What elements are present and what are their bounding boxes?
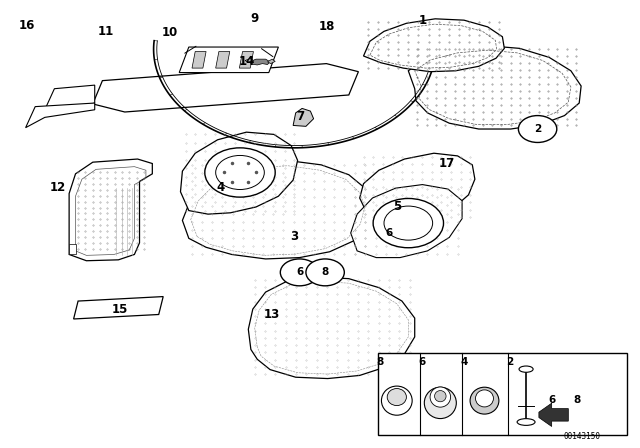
Text: 4: 4	[217, 181, 225, 194]
Text: 17: 17	[438, 157, 455, 170]
Circle shape	[280, 259, 319, 286]
Text: 3: 3	[291, 230, 298, 243]
Ellipse shape	[430, 387, 451, 407]
Polygon shape	[93, 64, 358, 112]
Ellipse shape	[476, 390, 493, 407]
Circle shape	[306, 259, 344, 286]
Circle shape	[384, 206, 433, 240]
Text: 8: 8	[321, 267, 329, 277]
Ellipse shape	[517, 418, 535, 426]
Polygon shape	[180, 132, 298, 214]
Polygon shape	[74, 297, 163, 319]
Ellipse shape	[387, 388, 406, 405]
Polygon shape	[179, 47, 278, 73]
Polygon shape	[408, 46, 581, 129]
Text: 9: 9	[251, 12, 259, 26]
Polygon shape	[182, 160, 372, 259]
Circle shape	[216, 155, 264, 190]
Polygon shape	[239, 52, 253, 68]
Polygon shape	[268, 59, 275, 64]
Polygon shape	[192, 52, 206, 68]
Text: 10: 10	[161, 26, 178, 39]
Text: 11: 11	[97, 25, 114, 38]
Ellipse shape	[470, 387, 499, 414]
Bar	[378, 353, 627, 435]
Ellipse shape	[424, 387, 456, 418]
Ellipse shape	[435, 391, 446, 402]
Ellipse shape	[519, 366, 533, 372]
Text: 12: 12	[49, 181, 66, 194]
Text: 8: 8	[573, 395, 581, 405]
Text: 2: 2	[506, 358, 514, 367]
Text: 18: 18	[318, 20, 335, 34]
Polygon shape	[360, 153, 475, 222]
Text: 14: 14	[238, 55, 255, 69]
Text: 16: 16	[19, 19, 35, 33]
Polygon shape	[69, 244, 76, 254]
Polygon shape	[364, 19, 504, 72]
Text: 5: 5	[393, 200, 401, 214]
Circle shape	[373, 198, 444, 248]
Text: 8: 8	[376, 358, 384, 367]
Polygon shape	[69, 159, 152, 261]
Text: 4: 4	[461, 358, 468, 367]
Polygon shape	[539, 403, 568, 426]
Polygon shape	[293, 108, 314, 126]
Circle shape	[518, 116, 557, 142]
Polygon shape	[245, 58, 253, 63]
Polygon shape	[248, 277, 415, 379]
Text: 6: 6	[296, 267, 303, 277]
Polygon shape	[26, 103, 95, 128]
Circle shape	[558, 386, 596, 413]
Circle shape	[205, 148, 275, 197]
Polygon shape	[351, 185, 462, 258]
Text: 6: 6	[548, 395, 556, 405]
Text: 1: 1	[419, 13, 426, 27]
Text: 2: 2	[534, 124, 541, 134]
Text: 6: 6	[385, 228, 393, 238]
Text: 00143150: 00143150	[564, 432, 601, 441]
Text: 6: 6	[419, 358, 426, 367]
Polygon shape	[216, 52, 230, 68]
Polygon shape	[250, 59, 270, 65]
Circle shape	[532, 386, 571, 413]
Text: 7: 7	[297, 110, 305, 123]
Polygon shape	[45, 85, 95, 111]
Text: 13: 13	[264, 308, 280, 321]
Ellipse shape	[381, 386, 412, 415]
Text: 15: 15	[112, 302, 129, 316]
